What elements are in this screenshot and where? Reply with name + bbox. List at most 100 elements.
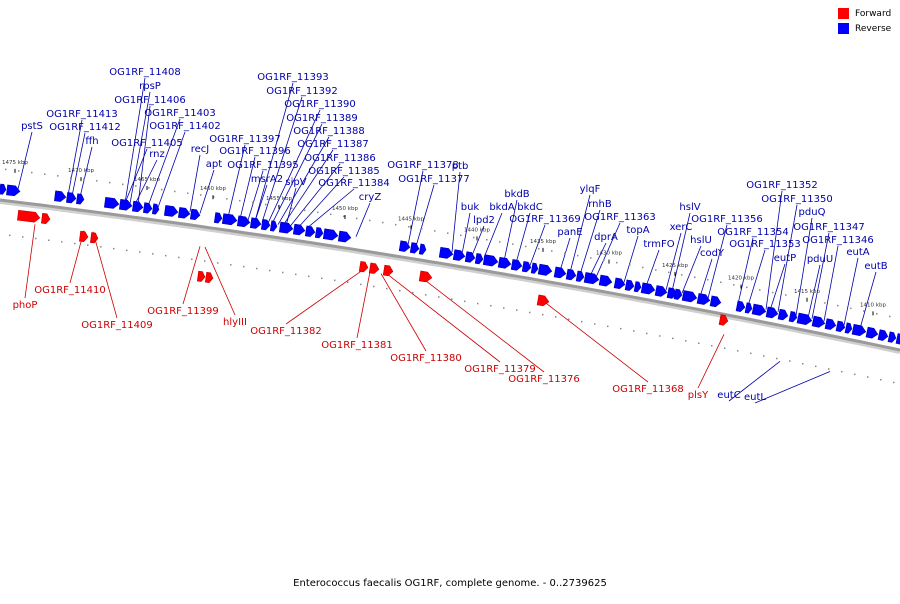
reverse-gene-arrow-shape[interactable]	[777, 308, 789, 321]
reverse-gene-arrow[interactable]	[6, 184, 21, 197]
gene-label-og1rf-11397[interactable]: OG1RF_11397	[209, 134, 281, 145]
forward-gene-arrow[interactable]	[79, 230, 89, 242]
forward-gene-arrow[interactable]	[368, 262, 380, 274]
reverse-gene-arrow-shape[interactable]	[189, 208, 201, 221]
gene-label-og1rf-11410[interactable]: OG1RF_11410	[34, 285, 106, 296]
reverse-gene-arrow[interactable]	[696, 293, 711, 305]
gene-label-og1rf-11406[interactable]: OG1RF_11406	[114, 95, 186, 106]
gene-label-og1rf-11350[interactable]: OG1RF_11350	[761, 194, 833, 205]
reverse-gene-arrow-shape[interactable]	[249, 217, 262, 229]
gene-label-og1rf-11389[interactable]: OG1RF_11389	[286, 113, 358, 124]
reverse-gene-arrow[interactable]	[751, 303, 767, 316]
reverse-gene-arrow[interactable]	[66, 192, 77, 204]
gene-label-og1rf-11380[interactable]: OG1RF_11380	[390, 353, 462, 364]
reverse-gene-arrow-shape[interactable]	[851, 323, 867, 337]
gene-label-phop[interactable]: phoP	[13, 300, 38, 311]
reverse-gene-arrow-shape[interactable]	[598, 274, 613, 287]
gene-label-eutl[interactable]: eutL	[744, 392, 766, 403]
reverse-gene-arrow-shape[interactable]	[438, 246, 454, 259]
forward-gene-arrow-shape[interactable]	[718, 314, 729, 326]
forward-gene-arrow-shape[interactable]	[204, 271, 214, 284]
reverse-gene-arrow[interactable]	[118, 199, 133, 211]
reverse-gene-arrow-shape[interactable]	[221, 213, 238, 226]
reverse-gene-arrow[interactable]	[851, 323, 867, 337]
reverse-gene-arrow-shape[interactable]	[269, 220, 278, 232]
gene-label-og1rf-11369[interactable]: OG1RF_11369	[509, 214, 581, 225]
gene-label-og1rf-11408[interactable]: OG1RF_11408	[109, 67, 181, 78]
reverse-gene-arrow-shape[interactable]	[452, 249, 466, 262]
gene-label-og1rf-11356[interactable]: OG1RF_11356	[691, 214, 763, 225]
reverse-gene-arrow-shape[interactable]	[877, 329, 889, 342]
reverse-gene-arrow-shape[interactable]	[314, 227, 324, 239]
forward-gene-arrow[interactable]	[358, 261, 369, 273]
reverse-gene-arrow-shape[interactable]	[844, 322, 853, 334]
forward-gene-arrow[interactable]	[90, 232, 99, 244]
reverse-gene-arrow[interactable]	[236, 215, 251, 228]
reverse-gene-arrow[interactable]	[474, 253, 484, 265]
reverse-gene-arrow[interactable]	[681, 290, 698, 303]
forward-gene-arrow[interactable]	[536, 294, 550, 307]
reverse-gene-arrow-shape[interactable]	[530, 262, 539, 274]
reverse-gene-arrow[interactable]	[464, 251, 476, 263]
gene-label-apt[interactable]: apt	[206, 159, 222, 170]
gene-label-og1rf-11376[interactable]: OG1RF_11376	[508, 374, 580, 385]
gene-label-psts[interactable]: pstS	[21, 121, 43, 132]
reverse-gene-arrow-shape[interactable]	[278, 221, 294, 234]
forward-gene-arrow-shape[interactable]	[382, 264, 394, 277]
reverse-gene-arrow-shape[interactable]	[537, 263, 553, 276]
gene-label-topa[interactable]: topA	[626, 225, 649, 236]
forward-gene-arrow[interactable]	[418, 270, 433, 283]
gene-label-og1rf-11399[interactable]: OG1RF_11399	[147, 306, 219, 317]
gene-label-buk[interactable]: buk	[461, 202, 480, 213]
reverse-gene-arrow[interactable]	[895, 333, 900, 347]
gene-label-og1rf-11412[interactable]: OG1RF_11412	[49, 122, 121, 133]
gene-label-og1rf-11396[interactable]: OG1RF_11396	[219, 146, 291, 157]
reverse-gene-arrow-shape[interactable]	[497, 256, 512, 269]
forward-gene-arrow-shape[interactable]	[90, 232, 99, 244]
reverse-gene-arrow-shape[interactable]	[163, 205, 179, 217]
reverse-gene-arrow-shape[interactable]	[521, 261, 532, 273]
reverse-gene-arrow[interactable]	[735, 300, 746, 312]
reverse-gene-arrow[interactable]	[269, 220, 278, 232]
reverse-gene-arrow-shape[interactable]	[0, 183, 7, 195]
reverse-gene-arrow-shape[interactable]	[6, 184, 21, 197]
forward-gene-arrow-shape[interactable]	[196, 270, 206, 282]
reverse-gene-arrow[interactable]	[177, 207, 191, 219]
gene-label-hslu[interactable]: hslU	[690, 235, 712, 246]
gene-label-og1rf-11352[interactable]: OG1RF_11352	[746, 180, 818, 191]
reverse-gene-arrow[interactable]	[530, 262, 539, 274]
reverse-gene-arrow-shape[interactable]	[887, 331, 897, 343]
reverse-gene-arrow-shape[interactable]	[292, 223, 306, 236]
forward-gene-arrow[interactable]	[196, 270, 206, 282]
gene-label-pduu[interactable]: pduU	[807, 254, 833, 265]
gene-label-og1rf-11378[interactable]: OG1RF_11378	[387, 160, 459, 171]
reverse-gene-arrow[interactable]	[835, 320, 846, 333]
reverse-gene-arrow[interactable]	[131, 200, 144, 213]
gene-label-cody[interactable]: codY	[700, 248, 725, 259]
gene-label-pane[interactable]: panE	[557, 227, 582, 238]
gene-label-og1rf-11386[interactable]: OG1RF_11386	[304, 153, 376, 164]
gene-label-og1rf-11405[interactable]: OG1RF_11405	[111, 138, 183, 149]
forward-gene-arrow-shape[interactable]	[368, 262, 380, 274]
reverse-gene-arrow-shape[interactable]	[613, 277, 626, 290]
reverse-gene-arrow[interactable]	[497, 256, 512, 269]
gene-label-ptb[interactable]: ptb	[452, 161, 469, 172]
reverse-gene-arrow-shape[interactable]	[811, 315, 826, 328]
forward-gene-arrow[interactable]	[204, 271, 214, 284]
gene-label-og1rf-11392[interactable]: OG1RF_11392	[266, 86, 338, 97]
reverse-gene-arrow[interactable]	[76, 193, 85, 205]
gene-label-eutp[interactable]: eutP	[774, 253, 796, 264]
gene-label-dpra[interactable]: dprA	[594, 232, 618, 243]
reverse-gene-arrow[interactable]	[304, 225, 316, 237]
reverse-gene-arrow[interactable]	[765, 306, 779, 319]
gene-label-msra2[interactable]: msrA2	[251, 174, 283, 185]
reverse-gene-arrow-shape[interactable]	[735, 300, 746, 312]
forward-gene-arrow-shape[interactable]	[358, 261, 369, 273]
forward-gene-arrow-shape[interactable]	[17, 209, 41, 223]
gene-label-og1rf-11347[interactable]: OG1RF_11347	[793, 222, 865, 233]
reverse-gene-arrow[interactable]	[104, 197, 120, 209]
reverse-gene-arrow[interactable]	[521, 261, 532, 273]
forward-gene-arrow-shape[interactable]	[418, 270, 433, 283]
reverse-gene-arrow-shape[interactable]	[553, 266, 567, 279]
